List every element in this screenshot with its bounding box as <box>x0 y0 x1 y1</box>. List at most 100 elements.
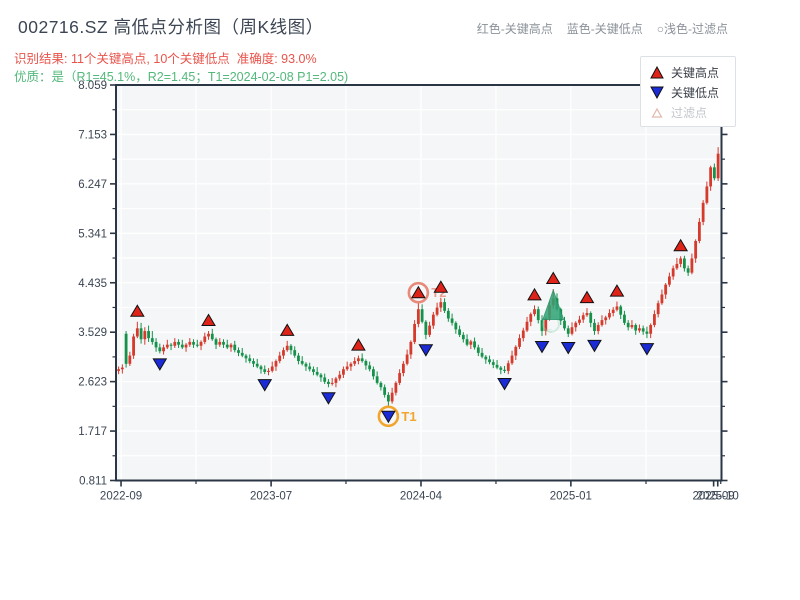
candle-body <box>701 202 705 222</box>
candle-body <box>563 320 566 329</box>
candle-body <box>319 374 323 378</box>
candle-body <box>270 366 274 371</box>
candle-body <box>386 394 390 402</box>
t1-circle <box>377 405 400 428</box>
t1-label: T1 <box>401 409 416 424</box>
candle-body <box>589 313 593 323</box>
y-tick-label: 4.435 <box>78 278 107 290</box>
candle-body <box>694 241 698 259</box>
candle-body <box>360 358 364 362</box>
candle-body <box>135 328 139 337</box>
legend-label-key-low: 关键低点 <box>671 85 720 100</box>
candle-body <box>469 341 473 345</box>
candle-body <box>371 369 375 377</box>
candle-body <box>585 313 589 316</box>
candle-body <box>379 382 383 388</box>
candle-body <box>315 371 319 375</box>
key-low-triangle-icon <box>650 86 664 99</box>
x-tick-label: 2025-01 <box>550 491 592 503</box>
candle-body <box>300 361 304 364</box>
candle-body <box>596 325 600 332</box>
candle-body <box>510 355 514 364</box>
candle-body <box>353 361 357 364</box>
candle-body <box>525 321 529 331</box>
candle-body <box>289 345 293 351</box>
candle-body <box>139 328 143 340</box>
candle-body <box>506 363 510 371</box>
key-high-marker <box>545 271 561 285</box>
candle-body <box>686 268 690 273</box>
candle-body <box>450 318 454 323</box>
candle-body <box>675 263 679 269</box>
candle-body <box>162 347 165 352</box>
candle-body <box>521 330 525 339</box>
candle-body <box>570 327 574 334</box>
candle-body <box>165 344 169 348</box>
candle-body <box>671 268 675 277</box>
candle-body <box>398 373 402 383</box>
key-high-marker <box>673 238 689 252</box>
candle-body <box>150 338 154 342</box>
candle-body <box>533 309 536 315</box>
candle-body <box>476 347 480 353</box>
candle-body <box>285 345 289 351</box>
candle-body <box>210 333 214 340</box>
candle-body <box>368 365 372 370</box>
candle-body <box>544 318 548 332</box>
candle-body <box>446 310 450 319</box>
candle-body <box>491 362 495 365</box>
candle-body <box>660 294 664 304</box>
candle-body <box>638 328 641 331</box>
key-high-marker <box>527 287 542 301</box>
candle-body <box>634 325 638 331</box>
candle-body <box>641 328 645 332</box>
key-low-marker <box>152 358 168 371</box>
key-high-marker <box>410 285 426 299</box>
candle-body <box>566 328 570 334</box>
candle-body <box>327 381 330 384</box>
key-high-marker <box>129 304 145 317</box>
y-tick-label: 3.529 <box>78 327 107 339</box>
candle-body <box>401 363 405 374</box>
candle-body <box>293 350 297 356</box>
candle-body <box>263 369 267 372</box>
candle-body <box>705 186 709 203</box>
filtered-point-glyph: ≈ <box>547 326 553 337</box>
x-tick-label: 2023-07 <box>250 491 292 503</box>
candle-body <box>413 323 417 342</box>
y-tick-label: 5.341 <box>78 228 107 240</box>
color-key-notes: 红色-关键高点 蓝色-关键低点 ○浅色-过滤点 <box>463 20 728 37</box>
candle-body <box>218 341 222 345</box>
candle-body <box>664 284 668 295</box>
y-tick-label: 8.059 <box>78 80 107 92</box>
candle-body <box>184 344 188 348</box>
page-title: 002716.SZ 高低点分析图（周K线图） <box>18 17 324 37</box>
legend-item-filter-point: 过滤点 <box>650 102 727 122</box>
candle-body <box>480 352 484 357</box>
candle-body <box>252 361 255 364</box>
candle-body <box>132 336 135 356</box>
x-tick-label: 2024-04 <box>400 491 443 503</box>
candle-body <box>180 344 184 348</box>
key-high-marker <box>279 323 295 336</box>
candle-body <box>244 355 248 359</box>
candle-body <box>375 376 379 383</box>
candle-body <box>195 344 199 346</box>
candle-body <box>278 355 282 362</box>
candle-body <box>383 387 387 395</box>
candle-body <box>214 339 218 345</box>
candle-body <box>690 258 694 273</box>
x-tick-label: 2025-10 <box>697 491 739 503</box>
candle-body <box>267 370 270 372</box>
y-tick-label: 7.153 <box>78 129 107 141</box>
candle-body <box>536 309 540 321</box>
candle-body <box>574 322 578 328</box>
candle-body <box>709 167 713 187</box>
candle-body <box>443 302 446 311</box>
candle-body <box>297 355 300 362</box>
candle-body <box>203 336 207 342</box>
candle-body <box>207 333 210 337</box>
key-low-marker <box>257 379 273 392</box>
